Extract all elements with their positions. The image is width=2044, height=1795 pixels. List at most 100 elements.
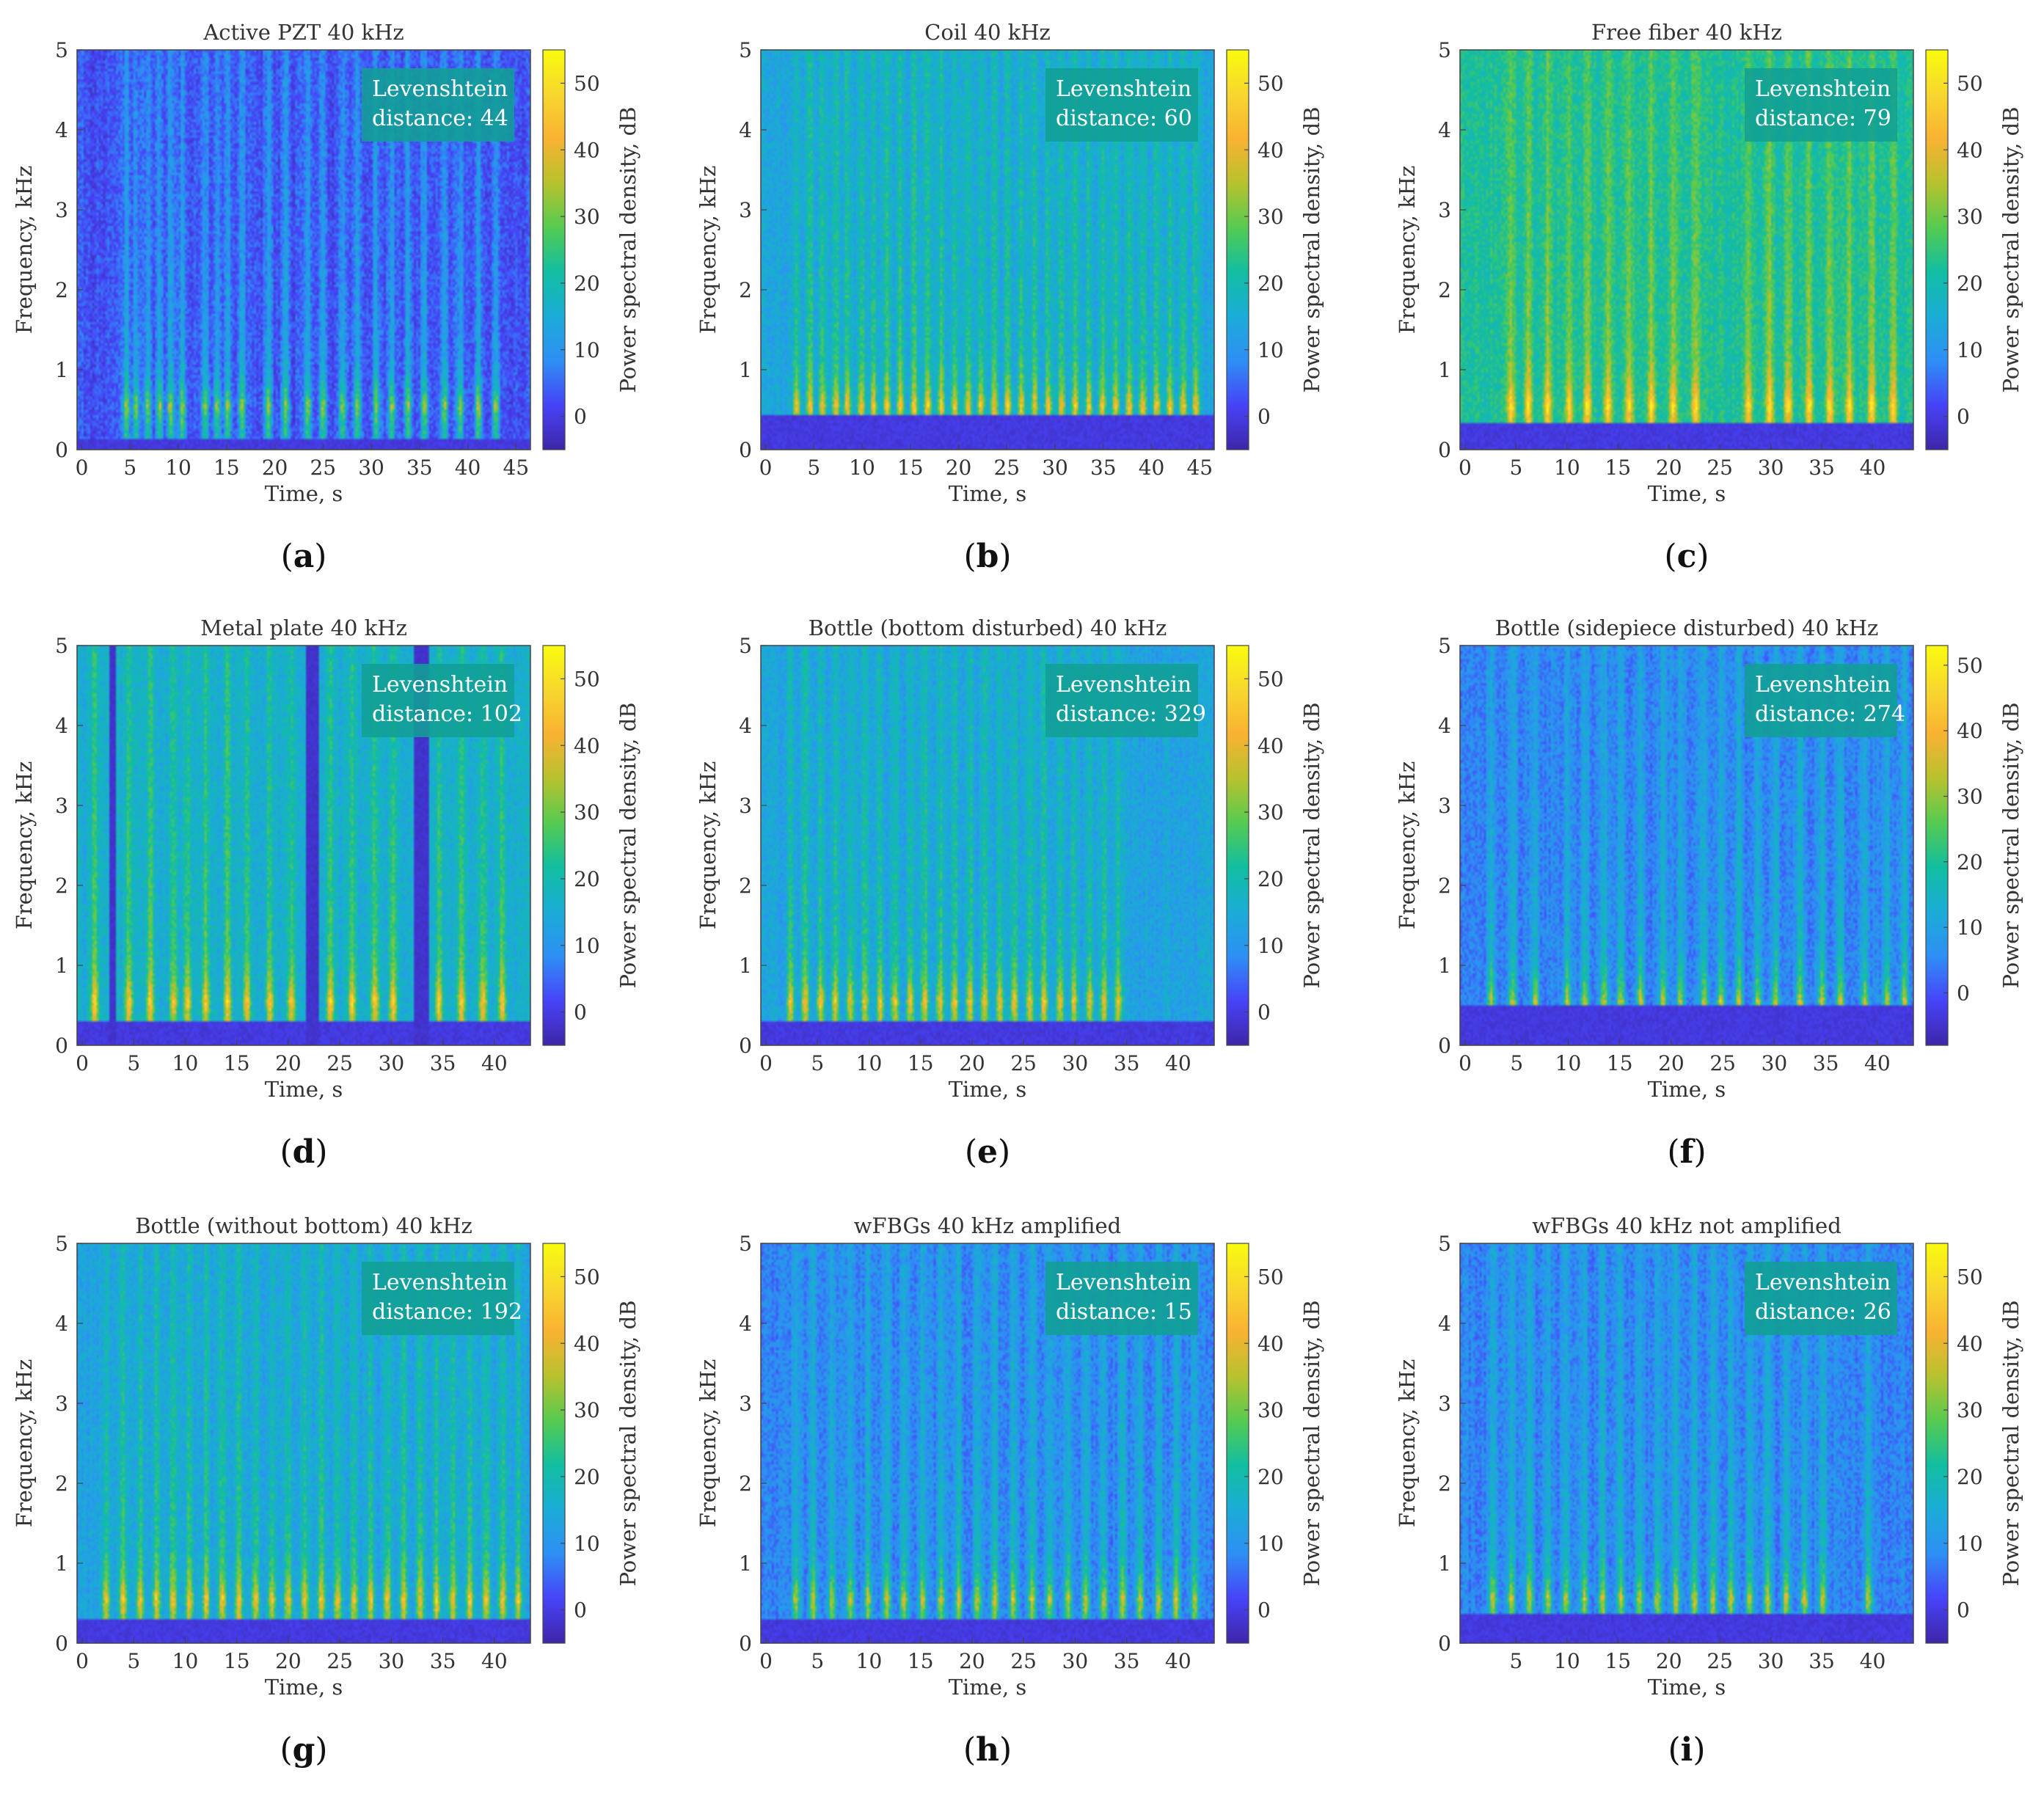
colorbar-tick-label: 50 bbox=[574, 667, 600, 691]
levenshtein-box bbox=[1045, 664, 1198, 737]
x-tick-label: 5 bbox=[807, 456, 820, 480]
colorbar-tick-label: 30 bbox=[1258, 1398, 1284, 1422]
colorbar-tick-label: 30 bbox=[574, 205, 600, 229]
panel-title: Bottle (without bottom) 40 kHz bbox=[135, 1213, 472, 1238]
panel-title: Active PZT 40 kHz bbox=[202, 20, 404, 45]
y-tick-label: 3 bbox=[1438, 198, 1451, 222]
colorbar-tick-label: 10 bbox=[1258, 1532, 1284, 1556]
x-tick-label: 30 bbox=[379, 1051, 405, 1075]
x-tick-label: 20 bbox=[1658, 1051, 1685, 1075]
y-tick-label: 2 bbox=[739, 278, 752, 302]
subfigure-label: (c) bbox=[1664, 538, 1709, 575]
x-tick-label: 10 bbox=[856, 1649, 883, 1673]
colorbar-tick-label: 10 bbox=[1258, 934, 1284, 958]
x-tick-label: 0 bbox=[1459, 1051, 1472, 1075]
colorbar-tick-label: 0 bbox=[574, 1001, 587, 1025]
x-tick-label: 5 bbox=[123, 456, 136, 480]
y-tick-label: 4 bbox=[739, 1312, 752, 1336]
y-tick-label: 1 bbox=[1438, 954, 1451, 978]
colorbar-tick-label: 40 bbox=[1957, 1331, 1983, 1356]
panel-title: Free fiber 40 kHz bbox=[1591, 20, 1782, 45]
x-tick-label: 5 bbox=[1509, 456, 1522, 480]
colorbar-tick-label: 20 bbox=[1258, 271, 1284, 296]
x-tick-label: 40 bbox=[481, 1051, 508, 1075]
x-tick-label: 5 bbox=[1509, 1649, 1522, 1673]
y-tick-label: 3 bbox=[55, 1392, 68, 1416]
x-tick-label: 0 bbox=[1459, 456, 1472, 480]
y-tick-label: 4 bbox=[739, 118, 752, 142]
subfigure-label: (a) bbox=[281, 538, 327, 575]
colorbar-tick-label: 30 bbox=[1957, 205, 1983, 229]
colorbar-tick-label: 40 bbox=[1258, 138, 1284, 162]
levenshtein-text: Levenshtein bbox=[1056, 672, 1191, 698]
y-tick-label: 4 bbox=[739, 714, 752, 738]
y-tick-label: 3 bbox=[739, 794, 752, 818]
colorbar-tick-label: 20 bbox=[1957, 850, 1983, 874]
x-tick-label: 25 bbox=[993, 456, 1020, 480]
colorbar-tick-label: 0 bbox=[574, 1598, 587, 1623]
x-axis-label: Time, s bbox=[949, 481, 1027, 506]
colorbar-tick-label: 30 bbox=[1258, 205, 1284, 229]
subfigure-label: (d) bbox=[280, 1133, 327, 1171]
plot-frame bbox=[760, 49, 1215, 450]
colorbar bbox=[1925, 645, 1949, 1046]
x-axis-label: Time, s bbox=[265, 481, 343, 506]
panel-c: Free fiber 40 kHz 0 5 10 15 20 25 30 35 40 0 1 2 3 4 5 T… bbox=[1395, 20, 2023, 575]
panel-d: Metal plate 40 kHz 0 5 10 15 20 25 30 35 40 0 1 2 3 4 5… bbox=[12, 615, 640, 1171]
y-tick-label: 2 bbox=[55, 278, 68, 302]
x-tick-label: 5 bbox=[127, 1649, 140, 1673]
plot-frame bbox=[760, 1243, 1215, 1644]
x-tick-label: 25 bbox=[326, 1649, 353, 1673]
levenshtein-text: Levenshtein bbox=[1056, 76, 1191, 102]
colorbar-label: Power spectral density, dB bbox=[1299, 106, 1324, 392]
colorbar-tick-label: 30 bbox=[574, 1398, 600, 1422]
panel-title: wFBGs 40 kHz amplified bbox=[854, 1213, 1122, 1238]
subfigure-label: (e) bbox=[965, 1133, 1010, 1171]
panel-title: Bottle (bottom disturbed) 40 kHz bbox=[809, 615, 1167, 640]
x-tick-label: 20 bbox=[275, 1051, 302, 1075]
x-tick-label: 40 bbox=[1860, 1649, 1886, 1673]
x-tick-label: 35 bbox=[1114, 1649, 1140, 1673]
y-tick-label: 3 bbox=[1438, 1392, 1451, 1416]
levenshtein-text: distance: 192 bbox=[372, 1299, 522, 1325]
y-tick-label: 0 bbox=[1438, 1034, 1451, 1058]
x-tick-label: 0 bbox=[759, 1649, 773, 1673]
x-tick-label: 10 bbox=[1554, 456, 1580, 480]
x-tick-label: 40 bbox=[1860, 456, 1886, 480]
y-axis-label: Frequency, kHz bbox=[696, 1359, 720, 1528]
colorbar-tick-label: 10 bbox=[1957, 338, 1983, 362]
x-axis-label: Time, s bbox=[949, 1077, 1027, 1102]
y-tick-label: 4 bbox=[1438, 1312, 1451, 1336]
y-tick-label: 1 bbox=[739, 358, 752, 382]
colorbar-tick-label: 20 bbox=[1258, 867, 1284, 891]
x-tick-label: 5 bbox=[811, 1051, 824, 1075]
plot-frame bbox=[760, 645, 1215, 1046]
colorbar bbox=[542, 49, 566, 450]
levenshtein-text: Levenshtein bbox=[372, 76, 508, 102]
y-tick-label: 2 bbox=[739, 1472, 752, 1496]
y-tick-label: 0 bbox=[739, 1631, 752, 1656]
y-tick-label: 4 bbox=[55, 118, 68, 142]
y-tick-label: 4 bbox=[1438, 118, 1451, 142]
levenshtein-text: Levenshtein bbox=[1755, 1270, 1891, 1295]
y-tick-label: 1 bbox=[55, 954, 68, 978]
levenshtein-text: Levenshtein bbox=[1056, 1270, 1191, 1295]
plot-frame bbox=[1459, 645, 1914, 1046]
colorbar-tick-label: 50 bbox=[574, 1265, 600, 1289]
colorbar-label: Power spectral density, dB bbox=[1299, 702, 1324, 988]
x-tick-label: 5 bbox=[811, 1649, 824, 1673]
x-tick-label: 25 bbox=[1709, 1051, 1736, 1075]
colorbar-tick-label: 20 bbox=[574, 867, 600, 891]
y-axis-label: Frequency, kHz bbox=[696, 166, 720, 334]
levenshtein-box bbox=[1745, 68, 1897, 142]
x-tick-label: 40 bbox=[1864, 1051, 1891, 1075]
x-tick-label: 40 bbox=[455, 456, 481, 480]
y-tick-label: 5 bbox=[1438, 634, 1451, 658]
levenshtein-text: distance: 60 bbox=[1056, 106, 1192, 131]
colorbar-tick-label: 50 bbox=[574, 71, 600, 95]
